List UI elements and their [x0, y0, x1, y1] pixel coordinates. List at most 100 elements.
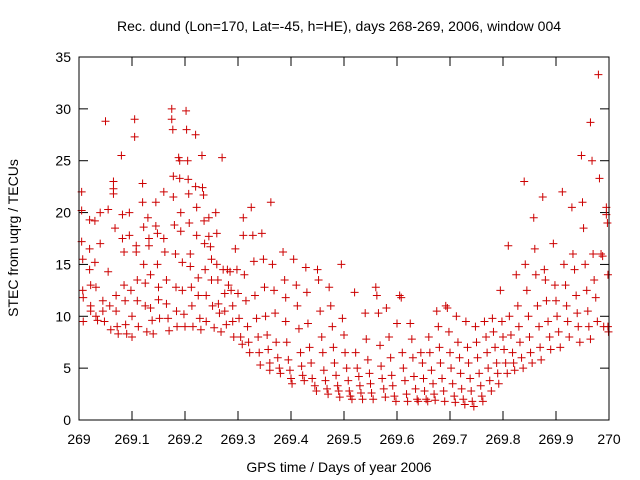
data-point	[292, 281, 301, 290]
data-point	[268, 260, 277, 269]
x-tick-label: 270	[597, 431, 621, 447]
data-point	[473, 353, 482, 362]
data-point	[530, 244, 539, 253]
data-point	[270, 286, 279, 295]
data-point	[472, 338, 481, 347]
data-point	[402, 390, 411, 399]
data-point	[146, 270, 155, 279]
data-point	[468, 397, 477, 406]
data-point	[379, 384, 388, 393]
data-point	[308, 374, 317, 383]
data-point	[199, 190, 208, 199]
data-point	[231, 244, 240, 253]
data-point	[167, 104, 176, 113]
data-point	[407, 335, 416, 344]
data-point	[257, 229, 266, 238]
data-point	[537, 355, 546, 364]
data-point	[125, 208, 134, 217]
data-point	[440, 397, 449, 406]
data-point	[252, 314, 261, 323]
data-point	[351, 348, 360, 357]
x-tick-label: 269.1	[114, 431, 149, 447]
data-point	[151, 198, 160, 207]
data-point	[366, 379, 375, 388]
data-point	[471, 322, 480, 331]
data-point	[194, 273, 203, 282]
data-point	[347, 395, 356, 404]
data-point	[386, 353, 395, 362]
data-point	[482, 333, 491, 342]
data-point	[513, 301, 522, 310]
data-point	[558, 187, 567, 196]
data-point	[506, 330, 515, 339]
data-point	[284, 355, 293, 364]
data-point	[192, 203, 201, 212]
data-point	[239, 231, 248, 240]
data-point	[227, 286, 236, 295]
data-point	[494, 379, 503, 388]
data-point	[499, 333, 507, 342]
data-point	[114, 329, 123, 338]
data-point	[456, 369, 465, 378]
data-point	[202, 317, 211, 326]
data-point	[239, 213, 248, 222]
data-point	[104, 205, 113, 214]
data-point	[525, 333, 534, 342]
data-point	[588, 156, 597, 165]
data-point	[236, 333, 245, 342]
data-point	[409, 372, 418, 381]
data-point	[217, 327, 226, 336]
data-point	[128, 312, 136, 321]
data-point	[207, 255, 216, 264]
data-point	[238, 340, 247, 349]
data-point	[165, 326, 174, 335]
data-point	[362, 335, 371, 344]
data-point	[170, 221, 179, 230]
data-point	[210, 323, 219, 332]
data-point	[241, 296, 250, 305]
data-point	[93, 316, 102, 325]
data-point	[188, 322, 197, 331]
data-point	[408, 353, 417, 362]
data-point	[282, 338, 291, 347]
data-point	[520, 177, 529, 186]
data-point	[91, 283, 100, 292]
data-point	[381, 393, 390, 402]
data-point	[427, 366, 436, 375]
data-point	[345, 386, 354, 395]
data-point	[484, 364, 493, 373]
data-point	[519, 364, 528, 373]
data-point	[305, 343, 314, 352]
data-point	[578, 198, 587, 207]
data-point	[265, 366, 274, 375]
data-point	[504, 241, 513, 250]
data-point	[563, 317, 572, 326]
y-tick-label: 15	[55, 256, 71, 272]
data-point	[574, 322, 583, 331]
data-point	[355, 381, 364, 390]
data-point	[254, 333, 263, 342]
data-point	[142, 327, 151, 336]
data-point	[356, 389, 365, 398]
data-point	[204, 213, 213, 222]
data-point	[125, 231, 134, 240]
data-point	[464, 358, 473, 367]
y-axis-ticks: 0 5 10 15 20 25 30 35	[55, 49, 609, 428]
data-point	[509, 358, 518, 367]
data-point	[226, 267, 235, 276]
data-point	[139, 260, 148, 269]
data-point	[122, 329, 131, 338]
data-point	[538, 193, 547, 202]
data-point	[215, 309, 224, 318]
data-point	[590, 275, 599, 284]
data-point	[393, 319, 401, 328]
data-points	[77, 70, 613, 411]
data-point	[144, 241, 153, 250]
data-point	[598, 252, 607, 261]
data-point	[248, 231, 257, 240]
data-point	[342, 364, 351, 373]
data-point	[148, 316, 157, 325]
data-point	[403, 397, 412, 406]
data-point	[120, 281, 129, 290]
data-point	[164, 314, 173, 323]
